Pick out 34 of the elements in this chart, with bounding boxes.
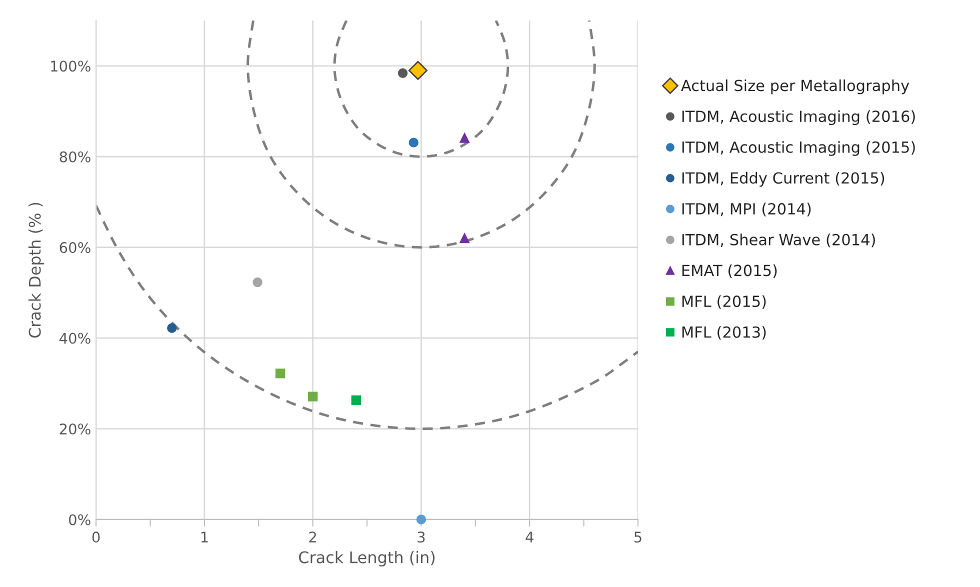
legend-label: MFL (2013) [682,326,766,340]
y-tick-label: 40% [59,332,90,344]
y-tick-label: 100% [51,60,90,72]
x-axis-title: Crack Length (in) [299,550,435,566]
legend-label: ITDM, Acoustic Imaging (2015) [682,141,915,156]
point [351,395,362,406]
point [416,514,426,524]
point [460,233,470,244]
point [408,60,428,80]
legend-label: ITDM, Acoustic Imaging (2016) [682,110,915,126]
point [252,277,262,288]
x-tick-label: 2 [309,532,316,542]
point [275,368,286,378]
legend-label: MFL (2015) [682,295,766,309]
x-tick-label: 5 [634,532,642,543]
point [460,133,470,143]
x-tick-label: 4 [526,532,534,542]
point [408,138,418,148]
y-tick-label: 20% [60,423,90,435]
y-tick-label: 80% [60,151,90,162]
point [308,392,318,402]
y-tick-label: 60% [60,242,90,254]
legend-label: ITDM, Eddy Current (2015) [682,172,884,187]
x-tick-label: 0 [92,532,100,543]
legend-label: Actual Size per Metallography [681,79,910,94]
x-tick-label: 1 [201,532,208,542]
legend-label: EMAT (2015) [682,264,777,278]
legend-label: ITDM, Shear Wave (2014) [682,234,875,248]
y-tick-label: 0% [69,514,90,526]
legend-label: ITDM, MPI (2014) [682,202,811,216]
x-tick-label: 3 [418,532,425,543]
y-axis-title: Crack Depth (% ) [28,202,44,338]
point [398,68,408,78]
point [167,323,177,333]
